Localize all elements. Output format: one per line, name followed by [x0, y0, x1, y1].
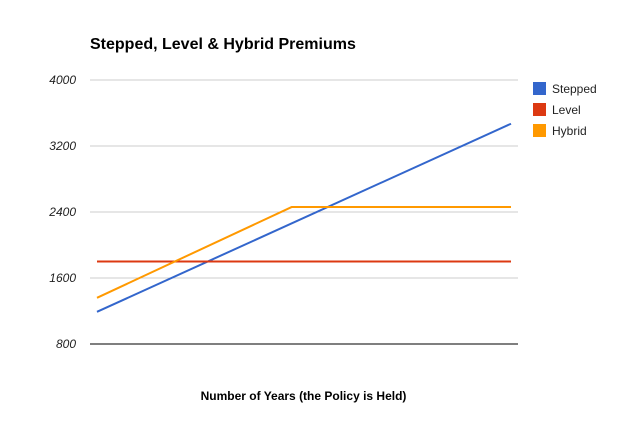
series-line-stepped	[96, 122, 512, 313]
legend-swatch	[533, 124, 546, 137]
series-line-hybrid	[96, 206, 511, 299]
legend-swatch	[533, 103, 546, 116]
y-tick-label: 1600	[49, 271, 76, 285]
y-tick-label: 2400	[48, 205, 76, 219]
legend-label: Stepped	[552, 81, 597, 96]
x-axis-label: Number of Years (the Policy is Held)	[200, 389, 407, 403]
legend-item-hybrid: Hybrid	[533, 120, 597, 141]
series-lines	[96, 122, 512, 313]
gridlines	[90, 79, 518, 345]
legend-item-stepped: Stepped	[533, 78, 597, 99]
y-axis-ticks: 800 1600 2400 3200 4000	[48, 73, 76, 351]
legend-swatch	[533, 82, 546, 95]
y-tick-label: 3200	[49, 139, 76, 153]
y-tick-label: 4000	[49, 73, 76, 87]
legend-label: Hybrid	[552, 123, 587, 138]
legend-item-level: Level	[533, 99, 597, 120]
legend-label: Level	[552, 102, 581, 117]
chart-title: Stepped, Level & Hybrid Premiums	[90, 36, 356, 53]
y-tick-label: 800	[56, 337, 76, 351]
legend: Stepped Level Hybrid	[533, 78, 597, 141]
